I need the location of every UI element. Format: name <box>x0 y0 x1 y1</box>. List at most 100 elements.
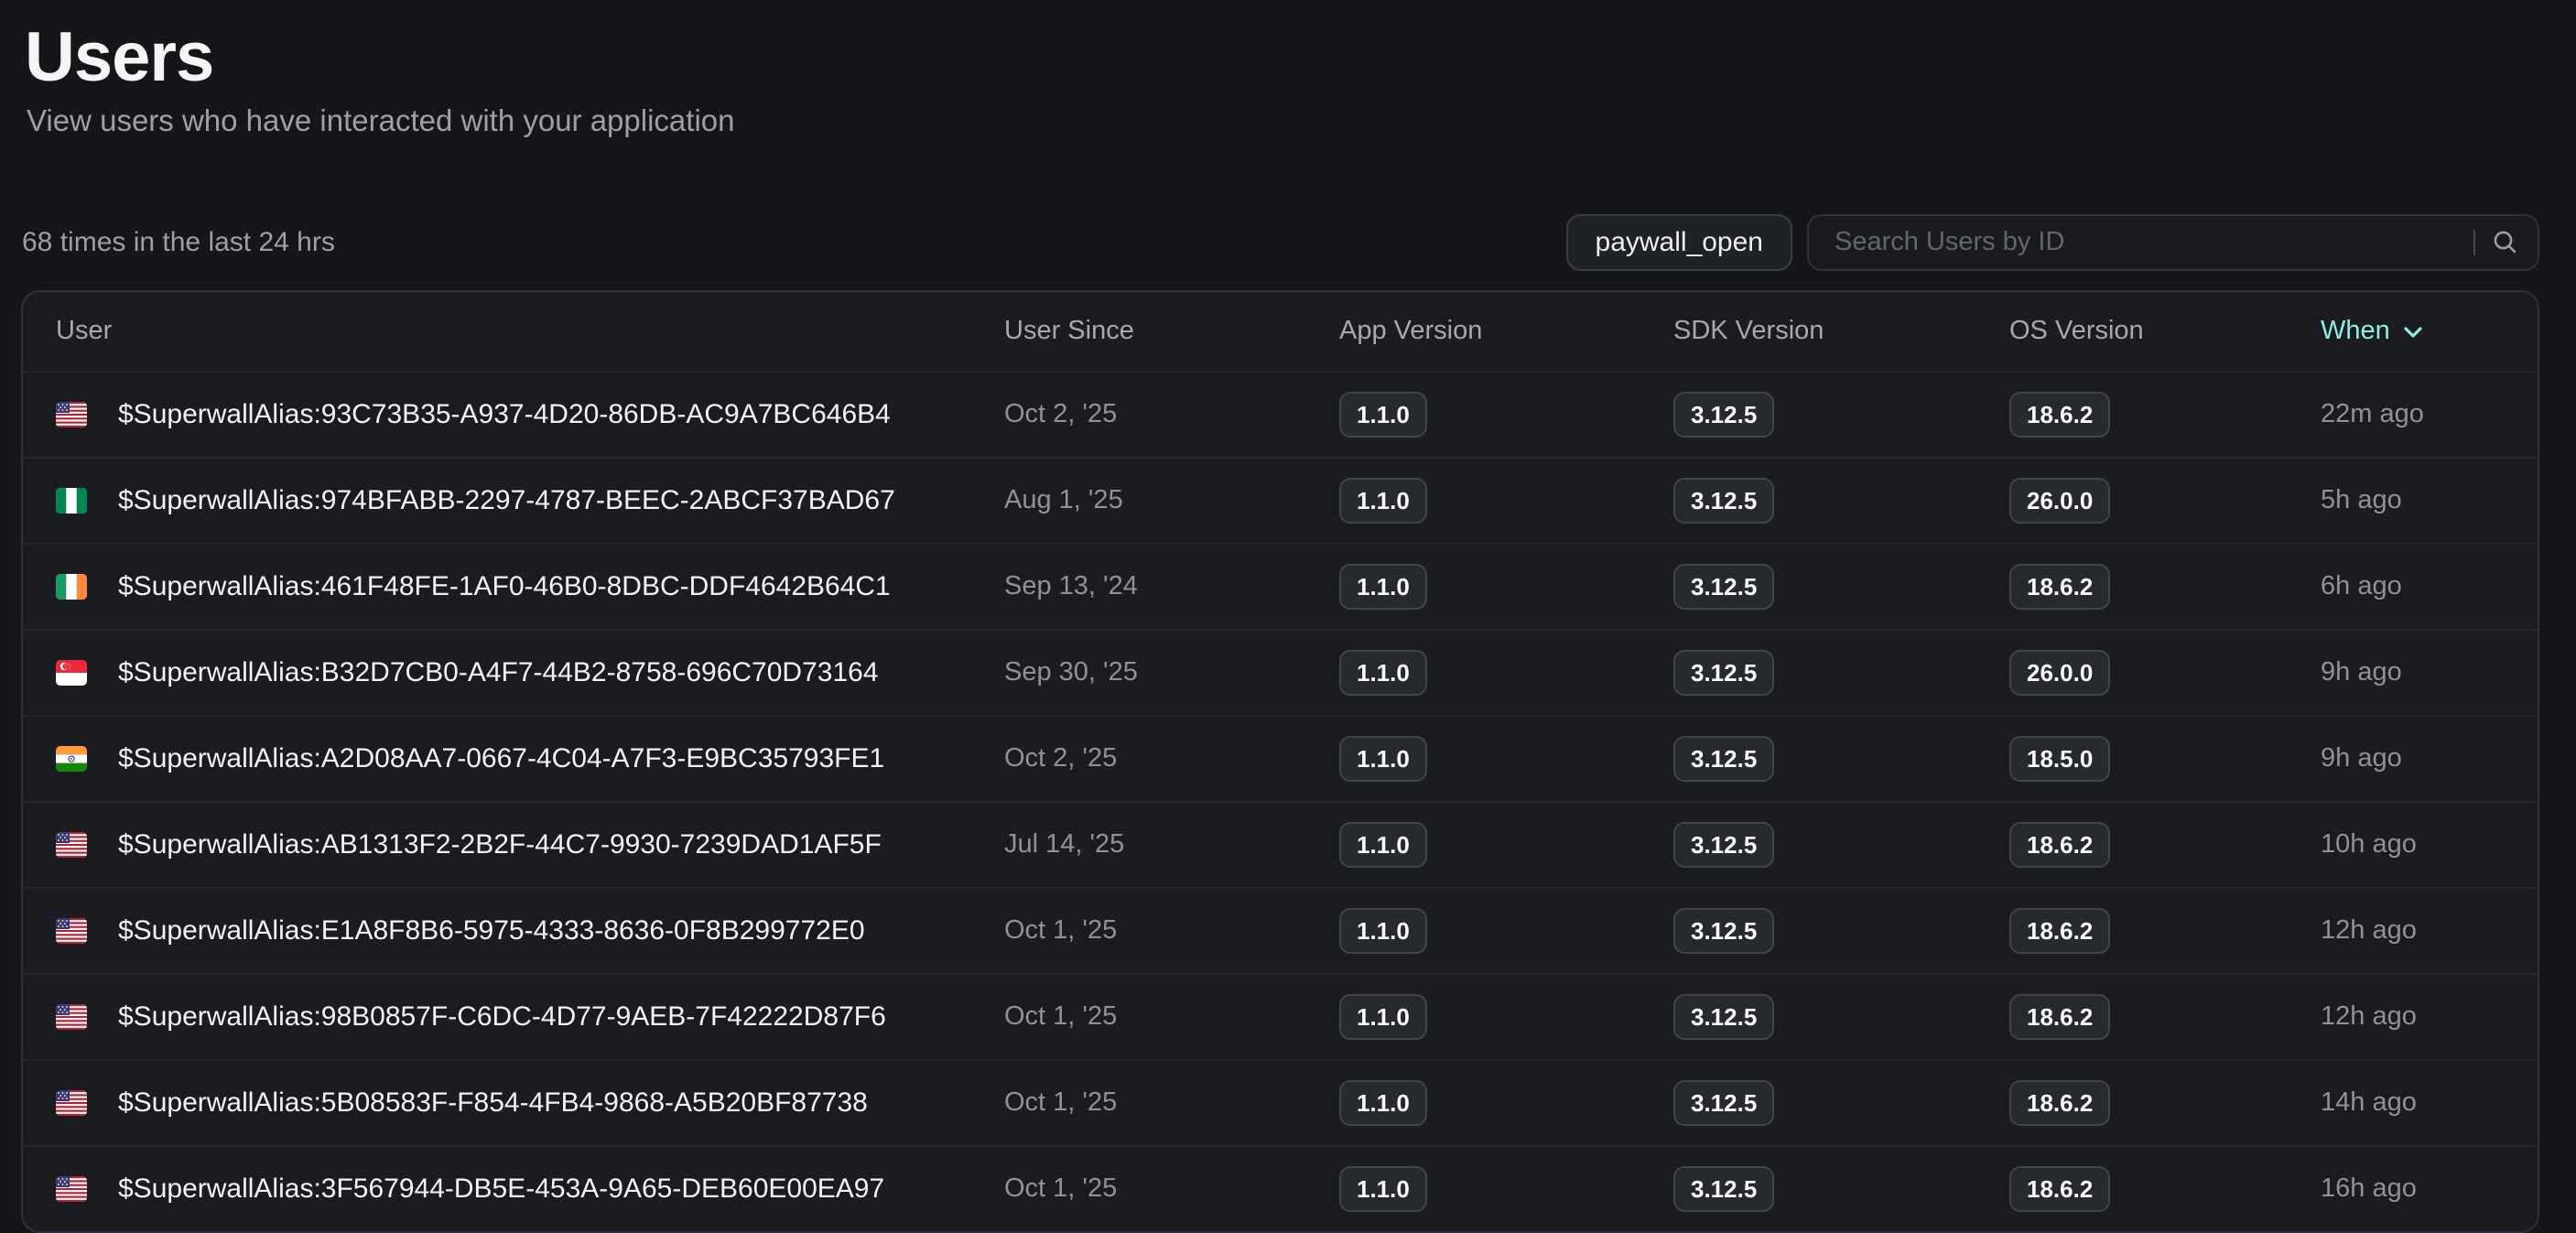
app-version-badge: 1.1.0 <box>1339 1165 1427 1212</box>
user-since-cell: Oct 1, '25 <box>1004 1001 1118 1032</box>
country-flag-icon <box>56 1089 87 1116</box>
country-flag-icon <box>56 659 87 686</box>
toolbar-right: paywall_open <box>1565 213 2539 271</box>
user-alias: $SuperwallAlias:98B0857F-C6DC-4D77-9AEB-… <box>118 1000 886 1032</box>
app-version-badge: 1.1.0 <box>1339 477 1427 524</box>
table-row[interactable]: $SuperwallAlias:AB1313F2-2B2F-44C7-9930-… <box>23 800 2538 887</box>
sdk-version-badge: 3.12.5 <box>1673 821 1775 868</box>
column-header-sdk-version: SDK Version <box>1673 316 1824 346</box>
os-version-badge: 18.6.2 <box>2009 391 2111 438</box>
user-since-cell: Oct 2, '25 <box>1004 743 1118 773</box>
sdk-version-badge: 3.12.5 <box>1673 1165 1775 1212</box>
table-row[interactable]: $SuperwallAlias:3F567944-DB5E-453A-9A65-… <box>23 1144 2538 1231</box>
app-version-badge: 1.1.0 <box>1339 993 1427 1040</box>
user-alias: $SuperwallAlias:A2D08AA7-0667-4C04-A7F3-… <box>118 742 885 773</box>
user-cell: $SuperwallAlias:AB1313F2-2B2F-44C7-9930-… <box>56 829 1004 860</box>
sdk-version-cell: 3.12.5 <box>1673 477 2009 524</box>
column-header-user: User <box>56 316 113 346</box>
chevron-down-icon <box>2404 327 2422 338</box>
table-row[interactable]: $SuperwallAlias:A2D08AA7-0667-4C04-A7F3-… <box>23 714 2538 801</box>
country-flag-icon <box>56 401 87 427</box>
table-row[interactable]: $SuperwallAlias:5B08583F-F854-4FB4-9868-… <box>23 1058 2538 1145</box>
when-cell: 6h ago <box>2321 571 2402 601</box>
user-since-cell: Sep 30, '25 <box>1004 657 1138 687</box>
sdk-version-cell: 3.12.5 <box>1673 1079 2009 1126</box>
user-since-cell: Oct 1, '25 <box>1004 915 1118 946</box>
os-version-badge: 18.6.2 <box>2009 907 2111 954</box>
event-filter-button[interactable]: paywall_open <box>1565 213 1792 271</box>
os-version-cell: 18.6.2 <box>2009 1079 2321 1126</box>
when-cell: 22m ago <box>2321 399 2424 429</box>
table-row[interactable]: $SuperwallAlias:93C73B35-A937-4D20-86DB-… <box>23 370 2538 457</box>
table-body: $SuperwallAlias:93C73B35-A937-4D20-86DB-… <box>23 370 2538 1231</box>
app-version-cell: 1.1.0 <box>1339 563 1673 610</box>
os-version-badge: 18.6.2 <box>2009 821 2111 868</box>
page-title: Users <box>25 18 214 96</box>
column-header-app-version: App Version <box>1339 316 1483 346</box>
column-header-when-sort[interactable]: When <box>2321 316 2538 346</box>
app-version-cell: 1.1.0 <box>1339 821 1673 868</box>
user-since-cell: Oct 1, '25 <box>1004 1087 1118 1118</box>
os-version-cell: 18.6.2 <box>2009 391 2321 438</box>
os-version-badge: 26.0.0 <box>2009 649 2111 696</box>
page-subtitle: View users who have interacted with your… <box>27 103 735 138</box>
user-alias: $SuperwallAlias:AB1313F2-2B2F-44C7-9930-… <box>118 828 882 860</box>
sdk-version-badge: 3.12.5 <box>1673 477 1775 524</box>
user-cell: $SuperwallAlias:E1A8F8B6-5975-4333-8636-… <box>56 915 1004 946</box>
table-row[interactable]: $SuperwallAlias:E1A8F8B6-5975-4333-8636-… <box>23 886 2538 973</box>
country-flag-icon <box>56 1175 87 1202</box>
search-icon[interactable] <box>2490 227 2521 258</box>
user-cell: $SuperwallAlias:461F48FE-1AF0-46B0-8DBC-… <box>56 571 1004 602</box>
sdk-version-cell: 3.12.5 <box>1673 649 2009 696</box>
os-version-badge: 18.6.2 <box>2009 993 2111 1040</box>
app-version-cell: 1.1.0 <box>1339 907 1673 954</box>
user-since-cell: Oct 1, '25 <box>1004 1174 1118 1204</box>
user-cell: $SuperwallAlias:93C73B35-A937-4D20-86DB-… <box>56 399 1004 430</box>
search-divider <box>2473 229 2475 255</box>
app-version-cell: 1.1.0 <box>1339 391 1673 438</box>
table-row[interactable]: $SuperwallAlias:461F48FE-1AF0-46B0-8DBC-… <box>23 542 2538 629</box>
sdk-version-cell: 3.12.5 <box>1673 1165 2009 1212</box>
app-version-badge: 1.1.0 <box>1339 563 1427 610</box>
os-version-badge: 18.6.2 <box>2009 1079 2111 1126</box>
os-version-cell: 18.6.2 <box>2009 1165 2321 1212</box>
user-cell: $SuperwallAlias:974BFABB-2297-4787-BEEC-… <box>56 485 1004 516</box>
user-cell: $SuperwallAlias:A2D08AA7-0667-4C04-A7F3-… <box>56 743 1004 774</box>
app-version-cell: 1.1.0 <box>1339 993 1673 1040</box>
events-count-text: 68 times in the last 24 hrs <box>22 226 335 257</box>
sdk-version-badge: 3.12.5 <box>1673 907 1775 954</box>
app-version-badge: 1.1.0 <box>1339 907 1427 954</box>
search-input[interactable] <box>1833 226 2464 259</box>
app-version-cell: 1.1.0 <box>1339 1079 1673 1126</box>
user-since-cell: Jul 14, '25 <box>1004 829 1125 860</box>
app-version-cell: 1.1.0 <box>1339 649 1673 696</box>
search-box[interactable] <box>1807 213 2539 271</box>
table-row[interactable]: $SuperwallAlias:98B0857F-C6DC-4D77-9AEB-… <box>23 972 2538 1059</box>
user-alias: $SuperwallAlias:3F567944-DB5E-453A-9A65-… <box>118 1173 885 1204</box>
sdk-version-badge: 3.12.5 <box>1673 563 1775 610</box>
table-row[interactable]: $SuperwallAlias:B32D7CB0-A4F7-44B2-8758-… <box>23 628 2538 715</box>
user-cell: $SuperwallAlias:98B0857F-C6DC-4D77-9AEB-… <box>56 1001 1004 1033</box>
table-header-row: User User Since App Version SDK Version … <box>23 292 2538 371</box>
user-since-cell: Aug 1, '25 <box>1004 485 1123 515</box>
user-since-cell: Sep 13, '24 <box>1004 571 1138 601</box>
column-header-when-label: When <box>2321 316 2390 346</box>
table-row[interactable]: $SuperwallAlias:974BFABB-2297-4787-BEEC-… <box>23 456 2538 543</box>
user-alias: $SuperwallAlias:461F48FE-1AF0-46B0-8DBC-… <box>118 570 891 601</box>
app-version-badge: 1.1.0 <box>1339 649 1427 696</box>
os-version-cell: 26.0.0 <box>2009 649 2321 696</box>
sdk-version-cell: 3.12.5 <box>1673 391 2009 438</box>
when-cell: 9h ago <box>2321 743 2402 773</box>
country-flag-icon <box>56 1003 87 1030</box>
sdk-version-cell: 3.12.5 <box>1673 563 2009 610</box>
app-version-cell: 1.1.0 <box>1339 1165 1673 1212</box>
user-since-cell: Oct 2, '25 <box>1004 399 1118 429</box>
when-cell: 5h ago <box>2321 485 2402 515</box>
toolbar: 68 times in the last 24 hrs paywall_open <box>21 213 2539 271</box>
app-version-cell: 1.1.0 <box>1339 735 1673 782</box>
os-version-cell: 18.6.2 <box>2009 907 2321 954</box>
when-cell: 12h ago <box>2321 1001 2417 1032</box>
os-version-badge: 18.6.2 <box>2009 1165 2111 1212</box>
country-flag-icon <box>56 831 87 858</box>
when-cell: 10h ago <box>2321 829 2417 860</box>
